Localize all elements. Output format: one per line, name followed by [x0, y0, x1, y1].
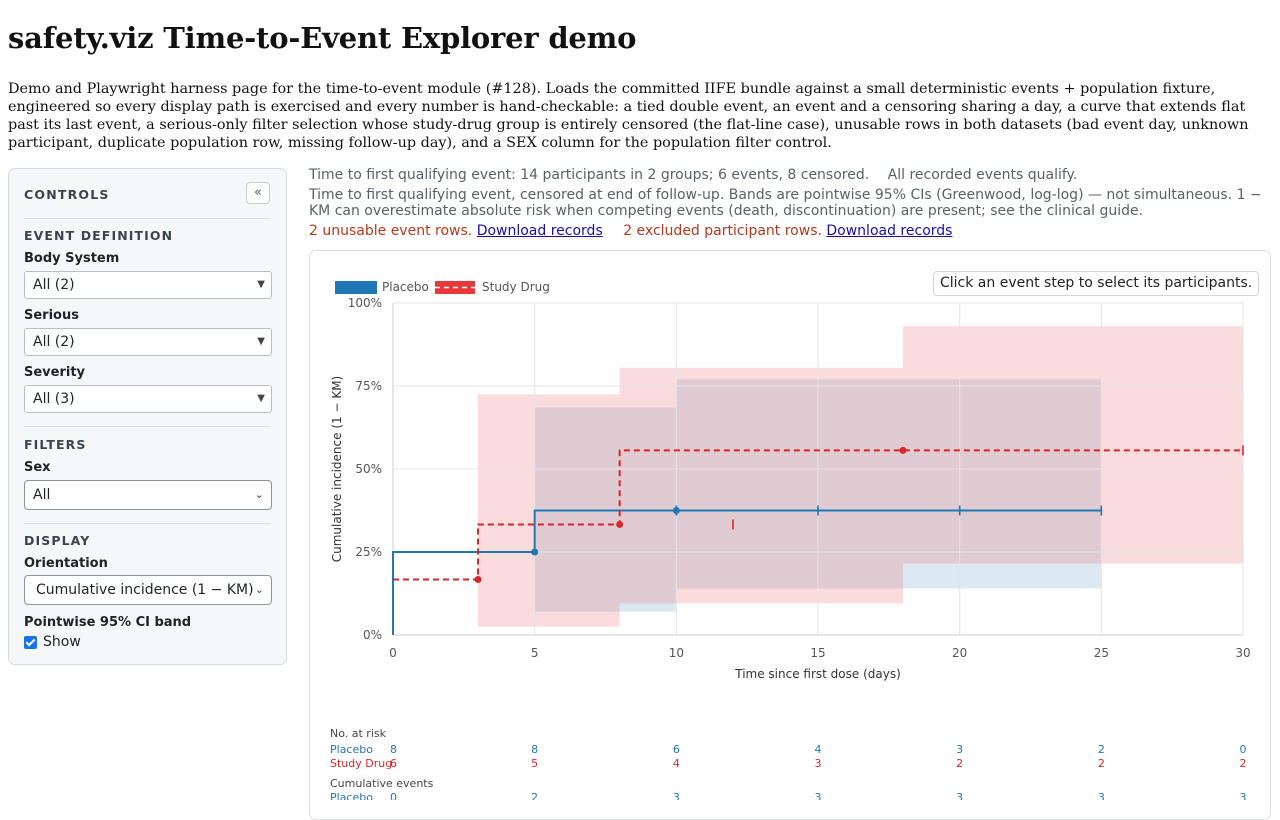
sex-label: Sex	[24, 460, 51, 475]
events-table-cell: 2	[531, 791, 538, 800]
y-tick-label: 50%	[355, 462, 382, 476]
excluded-participants-warning: 2 excluded participant rows.	[623, 223, 822, 239]
divider	[24, 218, 271, 219]
x-tick-label: 0	[389, 646, 397, 660]
download-events-link[interactable]: Download records	[476, 223, 603, 239]
body-system-value: All (2)	[33, 277, 75, 293]
summary-qualify-note: All recorded events qualify.	[887, 167, 1078, 183]
y-tick-label: 100%	[348, 296, 382, 310]
sex-select[interactable]: All ⌄	[24, 480, 272, 510]
event-definition-title: EVENT DEFINITION	[24, 228, 174, 243]
controls-panel: CONTROLS « EVENT DEFINITION Body System …	[8, 168, 287, 665]
serious-label: Serious	[24, 308, 79, 323]
risk-table-cell: 6	[390, 757, 397, 770]
chart-hint: Click an event step to select its partic…	[933, 271, 1260, 296]
chevron-down-icon: ⌄	[254, 583, 264, 596]
filters-title: FILTERS	[24, 437, 87, 452]
ci-band-label: Pointwise 95% CI band	[24, 615, 192, 630]
ci-band	[676, 379, 1102, 589]
collapse-controls-button[interactable]: «	[246, 182, 270, 204]
severity-value: All (3)	[33, 391, 75, 407]
risk-table-cell: 5	[531, 757, 538, 770]
orientation-label: Orientation	[24, 556, 108, 571]
events-table-cell: 3	[956, 791, 963, 800]
serious-value: All (2)	[33, 334, 75, 350]
divider	[24, 523, 271, 524]
body-system-label: Body System	[24, 251, 120, 266]
legend-swatch	[335, 281, 377, 294]
display-title: DISPLAY	[24, 533, 91, 548]
risk-table-row-label: Placebo	[330, 743, 373, 756]
y-tick-label: 0%	[363, 628, 382, 642]
events-table-cell: 3	[673, 791, 680, 800]
y-axis-label: Cumulative incidence (1 − KM)	[330, 376, 344, 562]
event-marker[interactable]	[616, 520, 624, 528]
body-system-select[interactable]: All (2) ▼	[24, 271, 272, 299]
legend-label: Study Drug	[482, 280, 550, 294]
risk-table-cell: 8	[531, 743, 538, 756]
ci-band-checkbox[interactable]	[24, 636, 37, 649]
events-table-cell: 3	[1098, 791, 1105, 800]
risk-table-cell: 0	[1240, 743, 1247, 756]
x-tick-label: 10	[669, 646, 684, 660]
km-curve[interactable]	[393, 449, 1243, 581]
caret-down-icon: ▼	[257, 279, 265, 290]
events-table-cell: 0	[390, 791, 397, 800]
caret-down-icon: ▼	[257, 336, 265, 347]
serious-select[interactable]: All (2) ▼	[24, 328, 272, 356]
risk-table-cell: 6	[673, 743, 680, 756]
event-marker[interactable]	[531, 548, 539, 556]
risk-table-cell: 4	[673, 757, 680, 770]
orientation-select[interactable]: Cumulative incidence (1 − KM) ⌄	[24, 575, 272, 605]
download-participants-link[interactable]: Download records	[826, 223, 953, 239]
risk-table-cell: 4	[815, 743, 822, 756]
orientation-value: Cumulative incidence (1 − KM)	[36, 582, 254, 598]
risk-table-cell: 2	[1098, 757, 1105, 770]
risk-table-cell: 2	[1240, 757, 1247, 770]
events-table-title: Cumulative events	[330, 777, 434, 790]
warnings-line: 2 unusable event rows. Download records …	[309, 223, 952, 239]
x-tick-label: 5	[531, 646, 539, 660]
ci-band-checkbox-label[interactable]: Show	[43, 634, 81, 650]
risk-table-cell: 8	[390, 743, 397, 756]
events-table-cell: 3	[815, 791, 822, 800]
sex-value: All	[33, 487, 51, 503]
event-marker[interactable]	[672, 507, 680, 514]
y-tick-label: 25%	[355, 545, 382, 559]
risk-table-cell: 2	[1098, 743, 1105, 756]
risk-table-cell: 3	[815, 757, 822, 770]
event-marker[interactable]	[899, 446, 907, 454]
risk-table-cell: 2	[956, 757, 963, 770]
severity-label: Severity	[24, 365, 86, 380]
x-tick-label: 30	[1235, 646, 1250, 660]
summary-line-1: Time to first qualifying event: 14 parti…	[309, 167, 1077, 183]
page-title: safety.viz Time-to-Event Explorer demo	[8, 21, 637, 55]
summary-line-2: Time to first qualifying event, censored…	[309, 187, 1262, 219]
summary-counts: Time to first qualifying event: 14 parti…	[309, 167, 870, 183]
events-table-cell: 3	[1240, 791, 1247, 800]
severity-select[interactable]: All (3) ▼	[24, 385, 272, 413]
caret-down-icon: ▼	[257, 393, 265, 404]
ci-band	[619, 367, 903, 604]
event-marker[interactable]	[474, 576, 482, 584]
unusable-events-warning: 2 unusable event rows.	[309, 223, 473, 239]
divider	[24, 426, 271, 427]
chart-card	[309, 250, 1271, 820]
x-axis-label: Time since first dose (days)	[734, 667, 901, 681]
risk-table-cell: 3	[956, 743, 963, 756]
page-intro: Demo and Playwright harness page for the…	[8, 81, 1249, 151]
risk-table-title: No. at risk	[330, 727, 387, 740]
x-tick-label: 15	[810, 646, 825, 660]
y-tick-label: 75%	[355, 379, 382, 393]
x-tick-label: 25	[1094, 646, 1109, 660]
km-chart[interactable]: 0 5 10 15 20 25 300%25%50%75%100%Time since fi…	[0, 0, 1280, 800]
x-tick-label: 20	[952, 646, 967, 660]
legend-label: Placebo	[382, 280, 429, 294]
risk-table-row-label: Study Drug	[330, 757, 392, 770]
ci-band	[903, 326, 1243, 564]
events-table-row-label: Placebo	[330, 791, 373, 800]
controls-heading: CONTROLS	[24, 187, 110, 202]
chevron-down-icon: ⌄	[254, 488, 264, 501]
